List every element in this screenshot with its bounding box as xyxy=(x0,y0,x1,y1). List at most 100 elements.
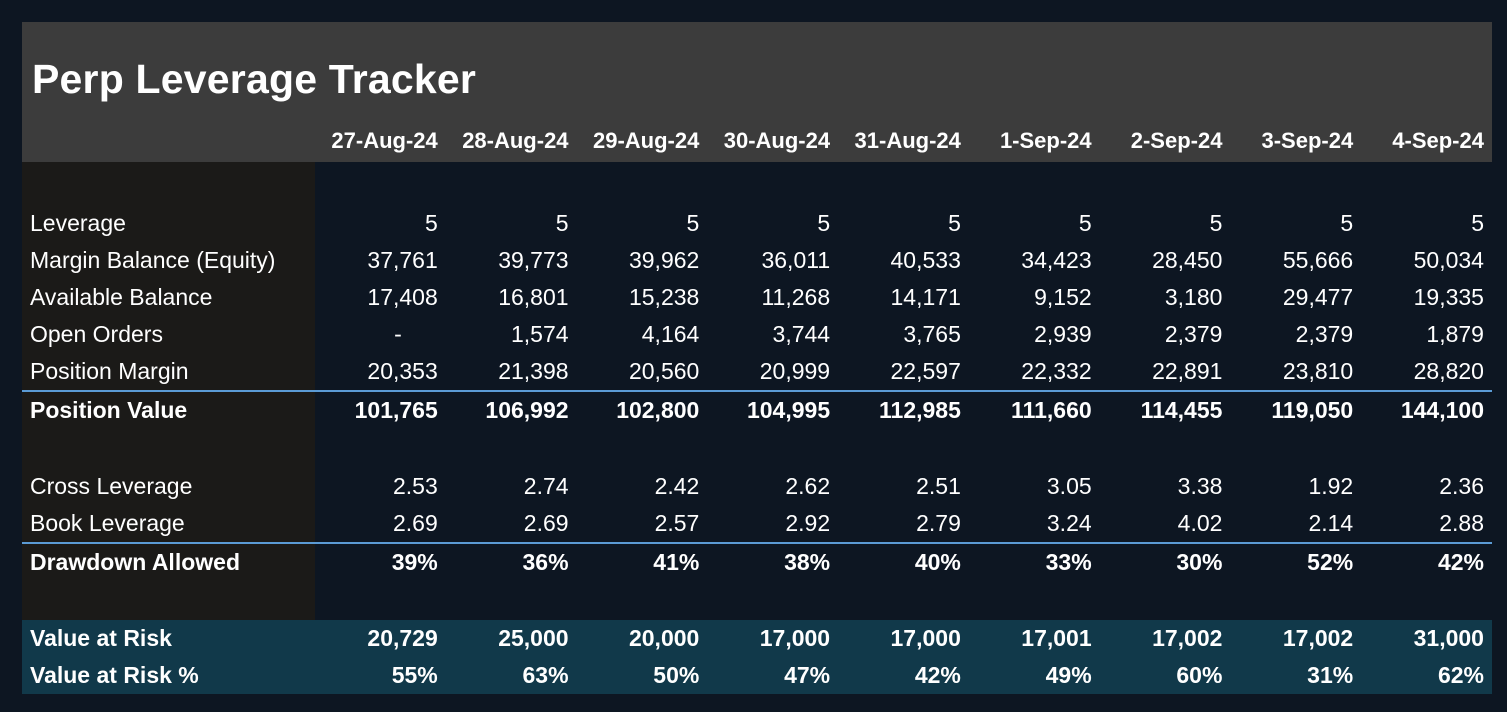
date-header-cell[interactable]: 29-Aug-24 xyxy=(592,128,700,153)
data-cell[interactable]: 17,002 xyxy=(1282,625,1354,651)
data-cell[interactable]: 50,034 xyxy=(1413,247,1484,273)
data-cell[interactable]: 101,765 xyxy=(354,397,438,423)
data-cell[interactable]: 2,379 xyxy=(1295,321,1354,347)
data-cell[interactable]: 14,171 xyxy=(890,284,961,310)
data-cell[interactable]: 3.05 xyxy=(1046,473,1092,499)
data-cell[interactable]: 42% xyxy=(1437,549,1484,575)
data-cell[interactable]: 114,455 xyxy=(1140,397,1223,423)
data-cell[interactable]: 2.79 xyxy=(916,510,961,536)
data-cell[interactable]: 60% xyxy=(1176,662,1223,688)
row-label-cell[interactable]: Position Margin xyxy=(22,353,315,390)
data-cell[interactable]: 49% xyxy=(1045,662,1092,688)
data-cell[interactable]: 28,820 xyxy=(1413,358,1484,384)
data-cell[interactable]: 17,000 xyxy=(759,625,831,651)
data-cell[interactable]: 52% xyxy=(1307,549,1354,575)
data-cell[interactable]: 5 xyxy=(686,210,700,236)
data-cell[interactable]: 23,810 xyxy=(1282,358,1354,384)
data-cell[interactable]: 5 xyxy=(424,210,438,236)
data-cell[interactable]: 2.62 xyxy=(785,473,831,499)
data-cell[interactable]: 3,180 xyxy=(1164,284,1223,310)
data-cell[interactable]: 2,939 xyxy=(1034,321,1092,347)
row-label-cell[interactable]: Value at Risk % xyxy=(30,662,199,688)
row-label-cell[interactable]: Available Balance xyxy=(22,279,315,316)
data-cell[interactable]: 2.51 xyxy=(916,473,961,499)
data-cell[interactable]: 19,335 xyxy=(1413,284,1484,310)
row-label-cell[interactable]: Cross Leverage xyxy=(22,468,315,505)
data-cell[interactable]: 2.92 xyxy=(785,510,831,536)
date-header-cell[interactable]: 27-Aug-24 xyxy=(331,128,438,153)
data-cell[interactable]: 25,000 xyxy=(498,625,569,651)
date-header-cell[interactable]: 3-Sep-24 xyxy=(1261,128,1354,153)
row-label-cell[interactable]: Book Leverage xyxy=(22,505,315,542)
data-cell[interactable]: 28,450 xyxy=(1152,247,1223,273)
date-header-cell[interactable]: 2-Sep-24 xyxy=(1130,128,1223,153)
data-cell[interactable]: 2.88 xyxy=(1439,510,1484,536)
row-label-cell[interactable]: Value at Risk xyxy=(30,625,172,651)
data-cell[interactable]: 5 xyxy=(1209,210,1223,236)
data-cell[interactable]: 42% xyxy=(914,662,961,688)
data-cell[interactable]: 17,000 xyxy=(890,625,961,651)
data-cell[interactable]: 62% xyxy=(1437,662,1484,688)
data-cell[interactable]: 15,238 xyxy=(628,284,700,310)
data-cell[interactable]: 39% xyxy=(391,549,438,575)
data-cell[interactable]: 3.24 xyxy=(1046,510,1092,536)
row-label-cell[interactable]: Leverage xyxy=(22,205,315,242)
data-cell[interactable]: 47% xyxy=(784,662,831,688)
data-cell[interactable]: 22,332 xyxy=(1021,358,1092,384)
row-label-cell[interactable]: Open Orders xyxy=(22,316,315,353)
data-cell[interactable]: 63% xyxy=(522,662,569,688)
data-cell[interactable]: 9,152 xyxy=(1034,284,1092,310)
data-cell[interactable]: 36,011 xyxy=(761,247,831,273)
data-cell[interactable]: 20,999 xyxy=(759,358,831,384)
data-cell[interactable]: 40,533 xyxy=(890,247,961,273)
data-cell[interactable]: 29,477 xyxy=(1282,284,1354,310)
data-cell[interactable]: 2,379 xyxy=(1164,321,1223,347)
data-cell[interactable]: 22,891 xyxy=(1152,358,1223,384)
data-cell[interactable]: 41% xyxy=(653,549,700,575)
row-label-cell[interactable]: Position Value xyxy=(22,392,315,429)
data-cell[interactable]: 3,744 xyxy=(772,321,831,347)
date-header-cell[interactable]: 4-Sep-24 xyxy=(1392,128,1484,153)
data-cell[interactable]: 40% xyxy=(914,549,961,575)
data-cell[interactable]: 17,002 xyxy=(1152,625,1223,651)
data-cell[interactable]: 3,765 xyxy=(903,321,961,347)
data-cell[interactable]: 4,164 xyxy=(641,321,700,347)
date-header-cell[interactable]: 31-Aug-24 xyxy=(854,128,961,153)
data-cell[interactable]: 1,879 xyxy=(1426,321,1484,347)
data-cell[interactable]: 104,995 xyxy=(746,397,831,423)
date-header-cell[interactable]: 28-Aug-24 xyxy=(462,128,569,153)
data-cell[interactable]: 106,992 xyxy=(485,397,569,423)
data-cell[interactable]: 111,660 xyxy=(1011,397,1092,423)
data-cell[interactable]: 37,761 xyxy=(367,247,438,273)
date-header-cell[interactable]: 30-Aug-24 xyxy=(723,128,831,153)
data-cell[interactable]: 34,423 xyxy=(1021,247,1092,273)
data-cell[interactable]: 1.92 xyxy=(1308,473,1354,499)
data-cell[interactable]: 2.57 xyxy=(654,510,700,536)
data-cell[interactable]: 5 xyxy=(817,210,831,236)
data-cell[interactable]: 17,408 xyxy=(367,284,438,310)
data-cell[interactable]: 5 xyxy=(948,210,961,236)
data-cell[interactable]: 4.02 xyxy=(1177,510,1223,536)
data-cell[interactable]: 20,560 xyxy=(628,358,700,384)
data-cell[interactable]: 2.14 xyxy=(1308,510,1354,536)
data-cell[interactable]: 2.74 xyxy=(523,473,569,499)
data-cell[interactable]: 5 xyxy=(1471,210,1484,236)
data-cell[interactable]: 20,000 xyxy=(628,625,700,651)
data-cell[interactable]: 5 xyxy=(1078,210,1092,236)
data-cell[interactable]: 2.69 xyxy=(393,510,438,536)
data-cell[interactable]: 2.36 xyxy=(1439,473,1484,499)
date-header-cell[interactable]: 1-Sep-24 xyxy=(999,128,1092,153)
row-label-cell[interactable]: Drawdown Allowed xyxy=(22,544,315,581)
data-cell[interactable]: 21,398 xyxy=(498,358,569,384)
data-cell[interactable]: 5 xyxy=(1340,210,1354,236)
data-cell[interactable]: 11,268 xyxy=(761,284,831,310)
data-cell[interactable]: 22,597 xyxy=(890,358,961,384)
data-cell[interactable]: 55,666 xyxy=(1282,247,1354,273)
data-cell[interactable]: 1,574 xyxy=(510,321,569,347)
data-cell[interactable]: 31% xyxy=(1307,662,1354,688)
data-cell[interactable]: - xyxy=(394,321,402,347)
data-cell[interactable]: 144,100 xyxy=(1400,397,1484,423)
data-cell[interactable]: 102,800 xyxy=(616,397,700,423)
data-cell[interactable]: 55% xyxy=(391,662,438,688)
data-cell[interactable]: 16,801 xyxy=(498,284,569,310)
